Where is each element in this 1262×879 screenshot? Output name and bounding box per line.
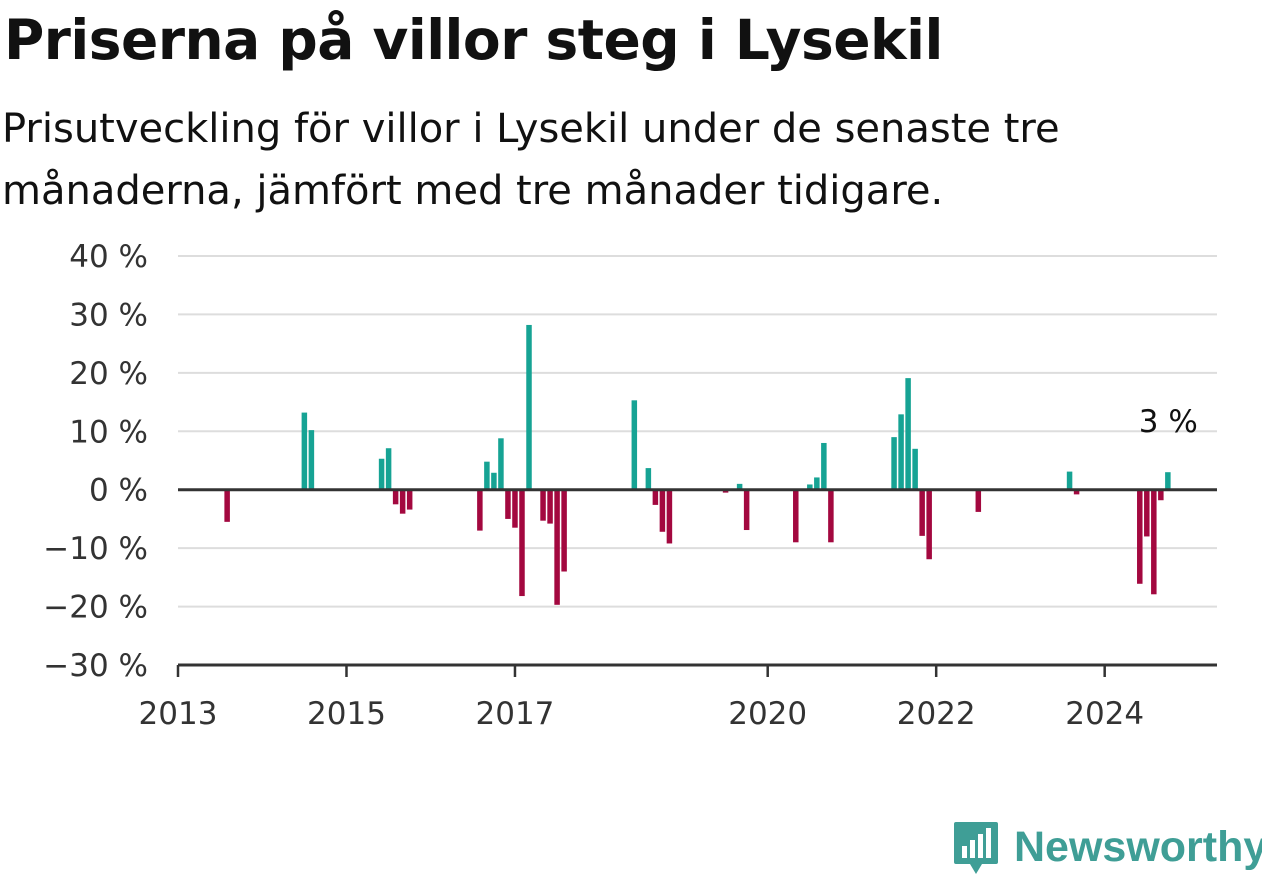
bar <box>666 489 673 544</box>
newsworthy-logo-icon <box>954 822 998 874</box>
bar <box>1151 489 1157 595</box>
bar <box>652 489 659 505</box>
brand-name: Newsworthy <box>1014 822 1262 871</box>
bar-chart: 40 % 30 % 20 % 10 % 0 % −10 % −20 % −30 % 2013 20… <box>43 239 1217 732</box>
bar <box>919 489 925 536</box>
axes <box>176 488 1217 677</box>
latest-value-label: 3 % <box>1139 404 1198 440</box>
bar <box>659 489 666 532</box>
bar <box>975 489 982 512</box>
bar <box>224 489 230 522</box>
bar <box>793 489 799 543</box>
bar <box>1165 472 1171 490</box>
bar <box>821 442 827 490</box>
x-tick-label: 2024 <box>1065 696 1144 732</box>
bar <box>378 458 385 490</box>
chart-title: Priserna på villor steg i Lysekil <box>4 8 943 72</box>
bar <box>814 477 820 490</box>
x-tick-label: 2015 <box>307 696 386 732</box>
bar <box>406 489 413 510</box>
gridlines <box>178 255 1217 608</box>
bar <box>898 414 904 490</box>
bar <box>1137 489 1143 584</box>
bar <box>743 489 750 531</box>
bar <box>308 430 315 490</box>
bar <box>547 489 553 524</box>
bar <box>1144 489 1150 537</box>
bar <box>828 489 834 543</box>
bar <box>540 489 546 521</box>
bar <box>1073 489 1080 495</box>
bar <box>1158 489 1164 501</box>
bar <box>736 483 743 490</box>
bar <box>926 489 932 560</box>
bar <box>526 324 532 490</box>
bar <box>905 378 911 490</box>
bar <box>491 472 497 490</box>
bar <box>301 412 308 490</box>
y-tick-label: 20 % <box>69 356 148 392</box>
bar <box>807 484 813 490</box>
bar <box>1066 471 1073 490</box>
x-tick-label: 2017 <box>476 696 555 732</box>
x-tick-label: 2020 <box>728 696 807 732</box>
bar <box>498 438 504 490</box>
y-tick-label: 0 % <box>89 473 148 509</box>
y-tick-label: 40 % <box>69 239 148 275</box>
bar <box>554 489 560 605</box>
tick-labels: 40 % 30 % 20 % 10 % 0 % −10 % −20 % −30 % 2013 20… <box>43 239 1198 732</box>
bar <box>891 437 897 490</box>
bar <box>561 489 567 572</box>
y-tick-label: −10 % <box>43 531 148 567</box>
bar <box>912 448 918 490</box>
x-tick-label: 2013 <box>139 696 218 732</box>
bar <box>645 468 652 490</box>
y-tick-label: −30 % <box>43 648 148 684</box>
y-tick-label: 10 % <box>69 414 148 450</box>
bar <box>484 461 490 490</box>
y-tick-label: −20 % <box>43 590 148 626</box>
bar <box>512 489 518 528</box>
bar <box>399 489 406 514</box>
bar <box>519 489 525 597</box>
x-tick-label: 2022 <box>897 696 976 732</box>
bar <box>385 448 392 490</box>
bar <box>392 489 399 505</box>
bar <box>631 400 638 490</box>
bars <box>224 324 1171 605</box>
chart-subtitle: Prisutveckling för villor i Lysekil unde… <box>2 106 1060 214</box>
brand-logo: Newsworthy <box>952 818 1262 876</box>
bar <box>505 489 511 519</box>
bar <box>477 489 483 531</box>
y-tick-label: 30 % <box>69 297 148 333</box>
